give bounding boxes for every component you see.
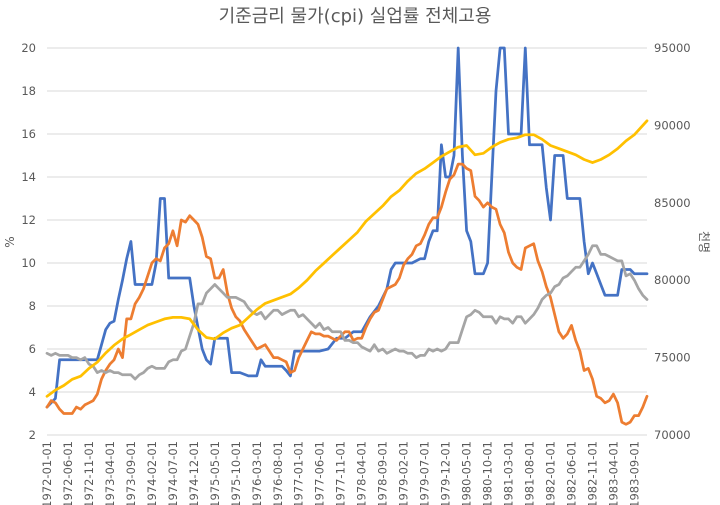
series-lines [45,46,649,426]
x-tick-label: 1978-09-01 [376,441,390,505]
right-tick-label: 85000 [654,196,691,210]
left-tick-label: 4 [29,385,36,399]
right-tick-label: 95000 [654,41,691,55]
x-tick-label: 1972-01-01 [40,441,54,505]
x-tick-label: 1983-09-01 [627,441,641,505]
x-tick-label: 1977-06-01 [313,441,327,505]
series-line-2 [45,162,649,426]
left-tick-label: 8 [29,299,36,313]
x-tick-label: 1983-04-01 [606,441,620,505]
x-tick-label: 1981-03-01 [502,441,516,505]
x-tick-label: 1973-09-01 [124,441,138,505]
chart-title: 기준금리 물가(cpi) 실업률 전체고용 [219,6,492,27]
left-tick-label: 20 [21,41,36,55]
x-tick-label: 1982-06-01 [564,441,578,505]
x-tick-label: 1981-08-01 [523,441,537,505]
x-axis-tick-labels: 1972-01-01 1972-06-01 1972-11-01 1973-04-01… [40,441,641,505]
series-line-1 [45,46,649,409]
left-tick-label: 16 [21,127,36,141]
x-tick-label: 1979-02-01 [397,441,411,505]
series-line-4 [45,119,649,398]
x-tick-label: 1974-07-01 [166,441,180,505]
left-tick-label: 14 [21,170,36,184]
x-tick-label: 1973-04-01 [103,441,117,505]
left-tick-label: 12 [21,213,36,227]
x-tick-label: 1977-01-01 [292,441,306,505]
x-tick-label: 1982-01-01 [543,441,557,505]
right-tick-label: 80000 [654,273,691,287]
x-tick-label: 1980-05-01 [460,441,474,505]
x-tick-label: 1972-06-01 [61,441,75,505]
y-axis-title: % [3,236,17,247]
x-tick-label: 1976-03-01 [250,441,264,505]
left-tick-label: 18 [21,84,36,98]
x-tick-label: 1980-10-01 [481,441,495,505]
gridlines [47,47,647,436]
x-tick-label: 1979-07-01 [418,441,432,505]
y2-axis-title: 천명 [697,231,712,253]
x-tick-label: 1977-11-01 [334,441,348,505]
right-tick-label: 75000 [654,351,691,365]
left-tick-label: 10 [21,256,36,270]
left-axis-tick-labels: 2 4 6 8 10 12 14 16 18 20 [21,41,36,442]
x-tick-label: 1976-08-01 [271,441,285,505]
x-tick-label: 1979-12-01 [439,441,453,505]
right-tick-label: 70000 [654,428,691,442]
right-axis-tick-labels: 70000 75000 80000 85000 90000 95000 [654,41,691,442]
x-tick-label: 1978-04-01 [355,441,369,505]
x-tick-label: 1975-10-01 [229,441,243,505]
x-tick-label: 1974-12-01 [187,441,201,505]
x-tick-label: 1975-05-01 [208,441,222,505]
right-tick-label: 90000 [654,118,691,132]
x-tick-label: 1982-11-01 [585,441,599,505]
x-tick-label: 1974-02-01 [145,441,159,505]
x-tick-label: 1972-11-01 [82,441,96,505]
left-tick-label: 6 [29,342,36,356]
left-tick-label: 2 [29,428,36,442]
series-line-3 [45,244,649,381]
